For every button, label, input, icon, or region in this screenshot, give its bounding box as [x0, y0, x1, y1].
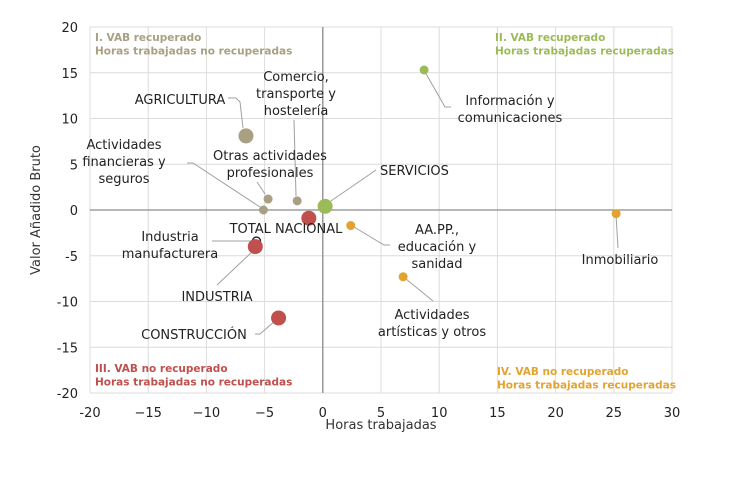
point-agricultura [238, 128, 254, 144]
leader-line-otras-actividades-profesionales [256, 181, 266, 195]
x-axis-title: Horas trabajadas [325, 418, 436, 433]
quadrant-label-q1: I. VAB recuperado [95, 32, 201, 44]
point-total-nacional [301, 210, 317, 226]
x-tick-label: 15 [489, 406, 506, 421]
point-label-industria-manufacturera: Industria [141, 230, 198, 245]
quadrant-label-q2: Horas trabajadas recuperadas [495, 46, 674, 58]
y-tick-label: 10 [61, 113, 78, 128]
grid-lines [89, 26, 673, 394]
point-actividades-artisticas-otros [398, 272, 408, 282]
point-construccion [271, 310, 287, 326]
point-label-actividades-artisticas-otros: Actividades [394, 308, 469, 323]
point-label-construccion: CONSTRUCCIÓN [141, 327, 247, 343]
leader-line-aapp-educacion-sanidad [353, 226, 390, 246]
point-aapp-educacion-sanidad [346, 221, 356, 231]
point-label-industria-manufacturera: manufacturera [122, 247, 219, 262]
quadrant-label-q3: Horas trabajadas no recuperadas [95, 377, 292, 389]
point-label-comercio-transporte-hosteleria: hostelería [264, 104, 329, 119]
point-informacion-comunicaciones [419, 65, 429, 75]
point-label-aapp-educacion-sanidad: AA.PP., [415, 223, 459, 238]
quadrant-label-q1: Horas trabajadas no recuperadas [95, 46, 292, 58]
leader-line-actividades-artisticas-otros [405, 278, 434, 302]
point-label-agricultura: AGRICULTURA [135, 93, 226, 108]
y-tick-label: 15 [61, 67, 78, 82]
leader-line-informacion-comunicaciones [424, 71, 451, 108]
point-label-inmobiliario: Inmobiliario [582, 253, 659, 268]
point-label-actividades-financieras-seguros: Actividades [86, 138, 161, 153]
leader-line-industria [216, 250, 254, 286]
point-otras-actividades-profesionales [263, 194, 273, 204]
point-labels: AGRICULTURA Comercio, transporte y hosteler… [82, 70, 658, 343]
point-servicios [317, 198, 333, 214]
y-tick-label: -20 [57, 387, 78, 402]
tick-labels: -20 −15 −10 −5 0 5 10 15 20 25 30 20 15 10 5 0 -5 -10 -15 -… [57, 21, 681, 421]
leader-line-actividades-financieras-seguros [187, 162, 261, 208]
leader-lines [187, 71, 619, 335]
point-label-actividades-artisticas-otros: artísticas y otros [378, 325, 486, 340]
point-comercio-transporte-hosteleria [292, 196, 302, 206]
x-tick-label: 20 [547, 406, 564, 421]
data-points [238, 65, 621, 326]
quadrant-label-q4: IV. VAB no recuperado [497, 366, 629, 378]
x-tick-label: 25 [606, 406, 623, 421]
point-label-industria: INDUSTRIA [181, 290, 252, 305]
x-tick-label: 0 [319, 406, 327, 421]
leader-line-comercio-transporte-hosteleria [293, 119, 297, 197]
y-tick-label: 5 [70, 158, 78, 173]
point-label-otras-actividades-profesionales: profesionales [227, 166, 314, 181]
point-label-aapp-educacion-sanidad: educación y [398, 240, 477, 255]
x-tick-label: -20 [79, 406, 100, 421]
quadrant-label-q2: II. VAB recuperado [495, 32, 605, 44]
x-tick-label: 10 [431, 406, 448, 421]
y-tick-label: -10 [57, 296, 78, 311]
x-tick-label: −5 [255, 406, 274, 421]
y-tick-label: -5 [65, 250, 78, 265]
point-label-servicios: SERVICIOS [380, 164, 449, 179]
quadrant-labels: I. VAB recuperado Horas trabajadas no rec… [95, 32, 676, 392]
point-inmobiliario [611, 209, 621, 219]
leader-line-construccion [255, 320, 276, 335]
x-tick-label: −10 [193, 406, 220, 421]
leader-line-agricultura [228, 97, 244, 129]
point-label-actividades-financieras-seguros: financieras y [82, 155, 166, 170]
quadrant-label-q4: Horas trabajadas recuperadas [497, 380, 676, 392]
y-tick-label: 0 [70, 204, 78, 219]
point-label-informacion-comunicaciones: comunicaciones [458, 111, 563, 126]
point-industria [247, 239, 263, 255]
point-label-total-nacional: TOTAL NACIONAL [229, 222, 344, 237]
point-label-comercio-transporte-hosteleria: transporte y [256, 87, 336, 102]
leader-line-servicios [327, 169, 377, 204]
point-label-aapp-educacion-sanidad: sanidad [411, 257, 462, 272]
x-tick-label: −15 [134, 406, 161, 421]
x-tick-label: 5 [377, 406, 385, 421]
point-label-comercio-transporte-hosteleria: Comercio, [263, 70, 329, 85]
y-axis-title: Valor Añadido Bruto [29, 145, 44, 275]
x-tick-label: 30 [664, 406, 681, 421]
point-actividades-financieras-seguros [258, 205, 268, 215]
y-tick-label: -15 [57, 341, 78, 356]
point-label-otras-actividades-profesionales: Otras actividades [213, 149, 327, 164]
point-label-informacion-comunicaciones: Información y [465, 94, 554, 109]
y-tick-label: 20 [61, 21, 78, 36]
quadrant-label-q3: III. VAB no recuperado [95, 363, 228, 375]
point-label-actividades-financieras-seguros: seguros [98, 172, 149, 187]
leader-line-inmobiliario [615, 214, 619, 249]
